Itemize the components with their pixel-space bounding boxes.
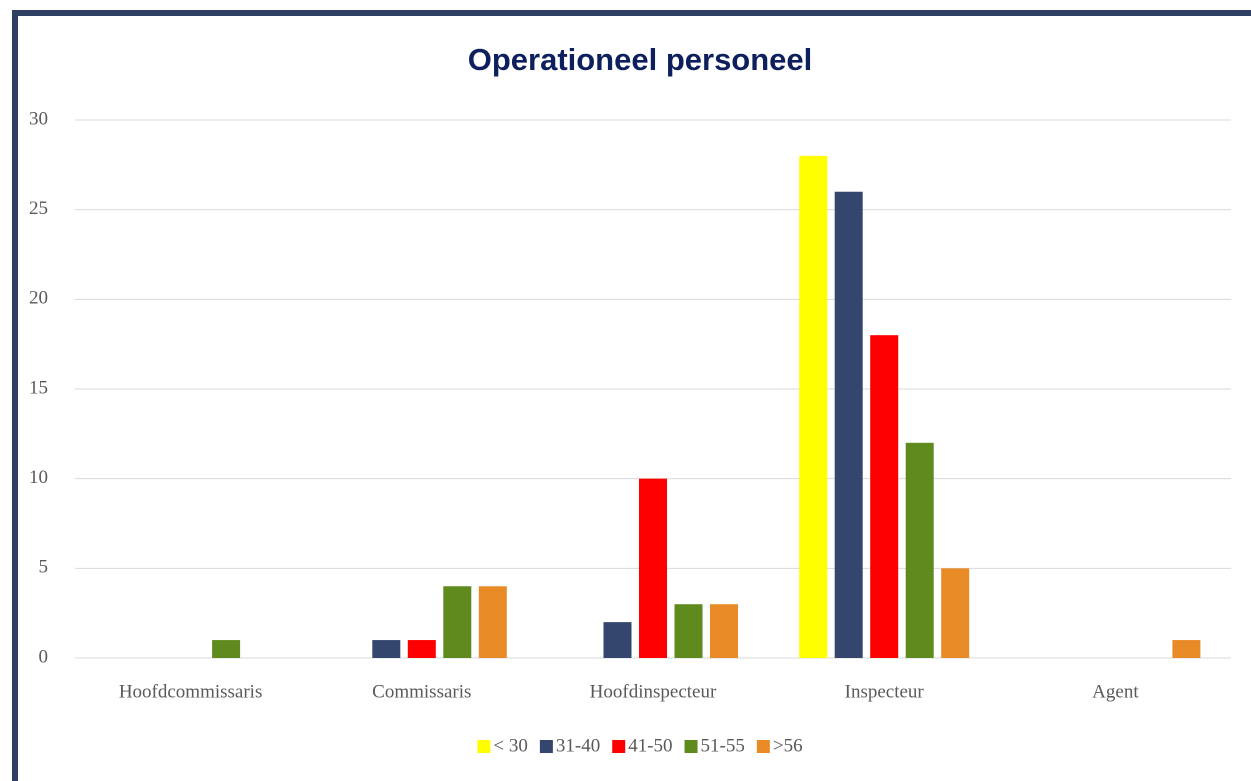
legend-label: 51-55 <box>701 735 745 756</box>
bar <box>905 442 934 658</box>
y-tick-label: 10 <box>29 467 48 488</box>
frame <box>12 10 1251 781</box>
x-tick-label: Commissaris <box>372 681 471 702</box>
bar <box>834 191 863 658</box>
legend-label: >56 <box>773 735 803 756</box>
x-tick-label: Hoofdinspecteur <box>590 681 717 702</box>
x-tick-label: Agent <box>1092 681 1139 702</box>
y-tick-label: 25 <box>29 198 48 219</box>
legend-swatch <box>756 740 770 753</box>
bar <box>799 155 828 658</box>
legend-label: 41-50 <box>628 735 672 756</box>
legend-swatch <box>539 740 553 753</box>
bar <box>372 640 401 658</box>
chart-title: Operationeel personeel <box>468 42 813 77</box>
y-tick-label: 30 <box>29 108 48 129</box>
bar <box>212 640 241 658</box>
bar <box>674 604 703 658</box>
bar <box>407 640 436 658</box>
y-tick-label: 5 <box>39 557 49 578</box>
bar <box>443 586 472 658</box>
legend-swatch <box>612 740 626 753</box>
y-tick-label: 15 <box>29 377 48 398</box>
bar <box>870 335 899 658</box>
bar <box>941 568 970 658</box>
y-tick-label: 20 <box>29 288 48 309</box>
legend-swatch <box>684 740 698 753</box>
bar <box>639 478 667 658</box>
legend-swatch <box>477 740 491 753</box>
bar <box>478 586 507 658</box>
legend-label: < 30 <box>493 735 527 756</box>
legend-label: 31-40 <box>556 735 600 756</box>
x-tick-label: Inspecteur <box>845 681 925 702</box>
bar <box>1172 640 1201 658</box>
bar <box>710 604 738 658</box>
y-tick-label: 0 <box>39 646 49 667</box>
bar <box>603 622 632 658</box>
x-tick-label: Hoofdcommissaris <box>119 681 263 702</box>
